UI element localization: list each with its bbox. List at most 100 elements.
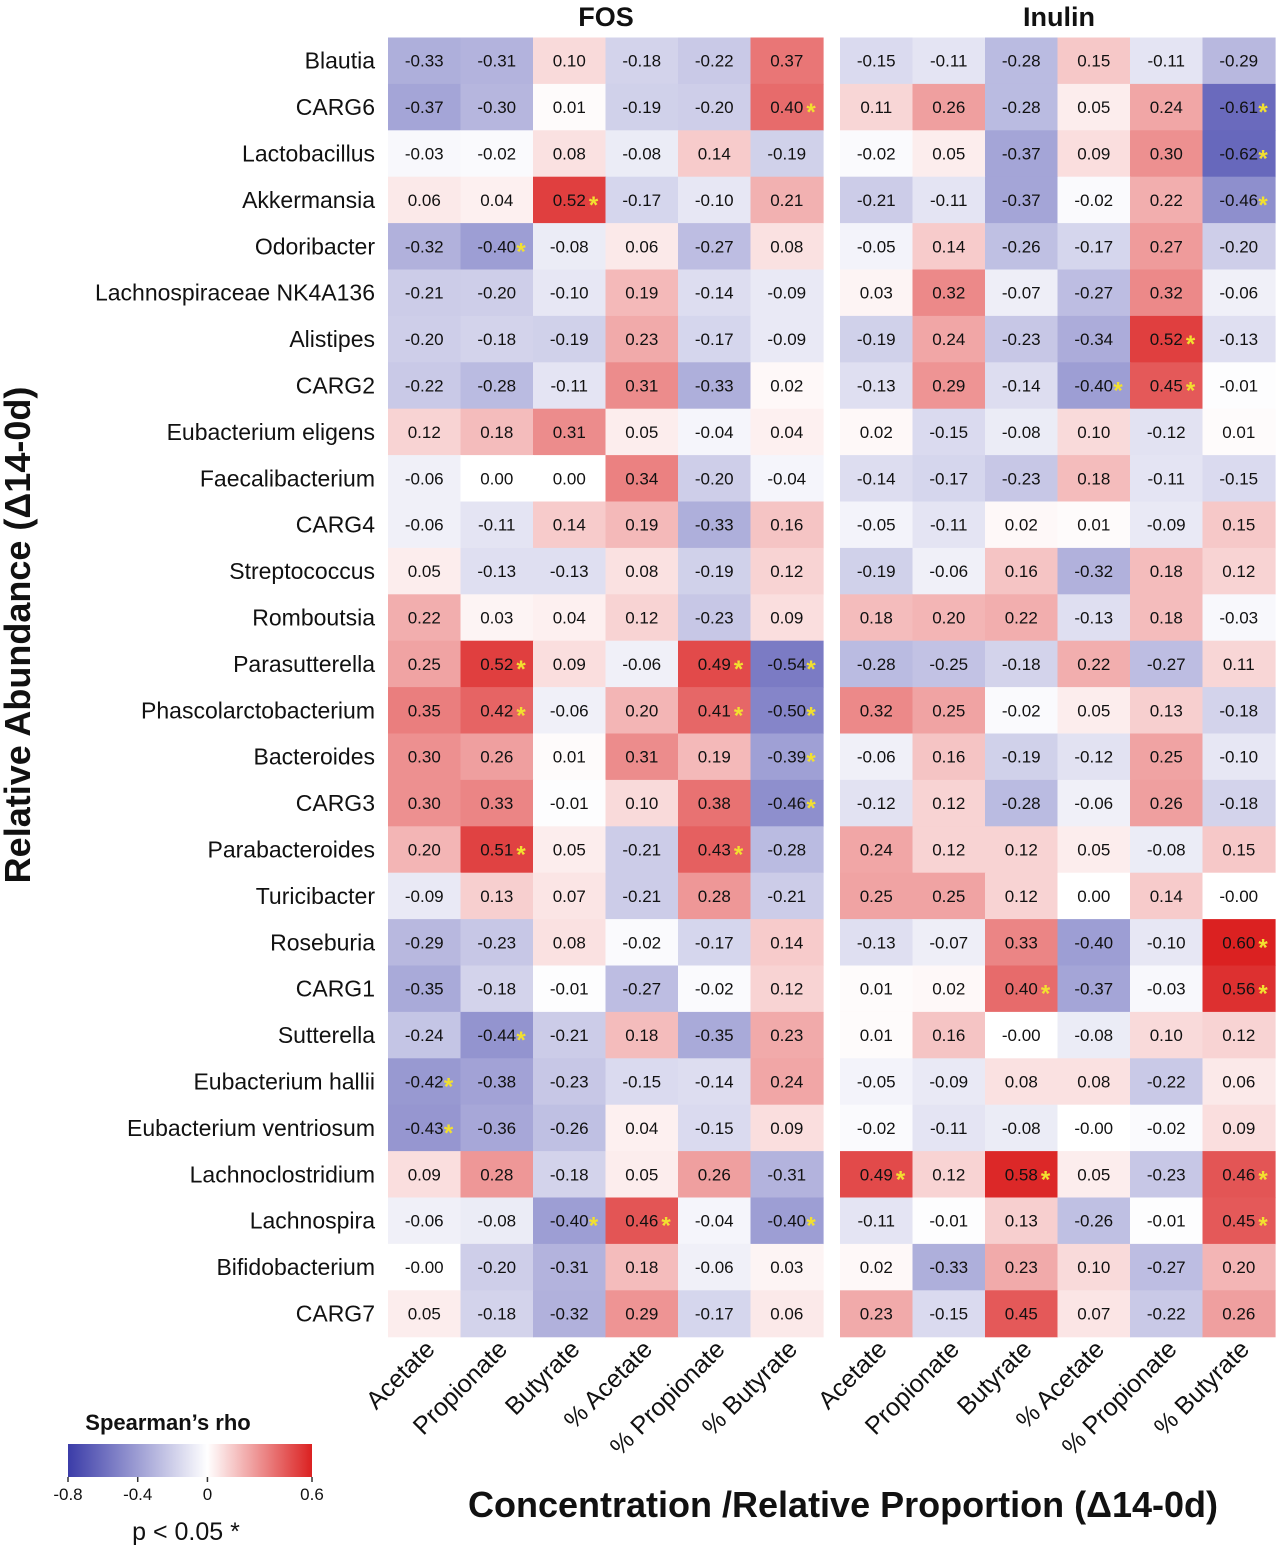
- cell-value-label: 0.26: [932, 98, 965, 117]
- cell-value-label: -0.40: [767, 1212, 806, 1231]
- cell-value-label: 0.12: [770, 562, 803, 581]
- cell-value-label: -0.39: [767, 748, 806, 767]
- cell-value-label: 0.05: [1077, 1165, 1110, 1184]
- cell-value-label: -0.10: [1147, 933, 1186, 952]
- heatmap-cell: [605, 919, 679, 967]
- cell-value-label: 0.26: [698, 1165, 731, 1184]
- cell-value-label: 0.23: [770, 1026, 803, 1045]
- heatmap-cell: [750, 872, 824, 920]
- significance-star: *: [1258, 1213, 1268, 1240]
- cell-value-label: 0.29: [625, 1305, 658, 1324]
- cell-value-label: -0.09: [405, 887, 444, 906]
- heatmap-cell: [605, 1104, 679, 1152]
- heatmap-cell: [840, 919, 914, 967]
- heatmap-cell: [1130, 269, 1204, 317]
- cell-value-label: 0.00: [553, 469, 586, 488]
- cell-value-label: -0.06: [929, 562, 968, 581]
- cell-value-label: 0.29: [932, 377, 965, 396]
- heatmap-cell: [912, 640, 986, 688]
- heatmap-cell: [1130, 640, 1204, 688]
- cell-value-label: -0.36: [477, 1119, 516, 1138]
- heatmap-cell: [1057, 37, 1131, 85]
- cell-value-label: -0.18: [550, 1165, 589, 1184]
- cell-value-label: 0.14: [553, 516, 586, 535]
- heatmap-cell: [1202, 37, 1276, 85]
- heatmap-cell: [840, 687, 914, 735]
- heatmap-cell: [912, 130, 986, 178]
- heatmap-cell: [460, 919, 534, 967]
- cell-value-label: 0.40: [1005, 980, 1038, 999]
- heatmap-cell: [460, 83, 534, 131]
- heatmap-cell: [605, 362, 679, 410]
- heatmap-cell: [912, 919, 986, 967]
- cell-value-label: 0.45: [1222, 1212, 1255, 1231]
- heatmap-cell: [605, 1151, 679, 1199]
- heatmap-cell: [678, 640, 752, 688]
- heatmap-cell: [388, 1011, 462, 1059]
- heatmap-cell: [985, 687, 1059, 735]
- heatmap-cell: [388, 687, 462, 735]
- cell-value-label: 0.08: [770, 237, 803, 256]
- cell-value-label: -0.28: [1002, 52, 1041, 71]
- heatmap-cell: [460, 1243, 534, 1291]
- heatmap-cell: [750, 176, 824, 224]
- heatmap-cell: [1202, 408, 1276, 456]
- cell-value-label: 0.12: [932, 794, 965, 813]
- cell-value-label: -0.20: [477, 284, 516, 303]
- heatmap-cell: [460, 362, 534, 410]
- heatmap-cell: [388, 872, 462, 920]
- cell-value-label: 0.22: [1005, 609, 1038, 628]
- heatmap-cell: [1130, 733, 1204, 781]
- cell-value-label: -0.40: [1074, 933, 1113, 952]
- cell-value-label: 0.10: [1077, 423, 1110, 442]
- heatmap-cell: [388, 779, 462, 827]
- cell-value-label: 0.16: [932, 1026, 965, 1045]
- cell-value-label: 0.21: [770, 191, 803, 210]
- heatmap-cell: [840, 1058, 914, 1106]
- heatmap-cell: [1202, 1151, 1276, 1199]
- legend-tick-label: -0.4: [123, 1485, 152, 1504]
- heatmap-cell: [1057, 1011, 1131, 1059]
- heatmap-cell: [985, 501, 1059, 549]
- heatmap-cell: [1057, 594, 1131, 642]
- heatmap-cell: [605, 408, 679, 456]
- cell-value-label: 0.08: [625, 562, 658, 581]
- cell-value-label: 0.28: [480, 1165, 513, 1184]
- heatmap-cell: [1130, 362, 1204, 410]
- heatmap-cell: [985, 733, 1059, 781]
- cell-value-label: -0.42: [405, 1073, 444, 1092]
- heatmap-cell: [1130, 826, 1204, 874]
- heatmap-cell: [388, 83, 462, 131]
- cell-value-label: -0.22: [695, 52, 734, 71]
- heatmap-cell: [460, 779, 534, 827]
- heatmap-cell: [678, 37, 752, 85]
- heatmap-cell: [460, 130, 534, 178]
- cell-value-label: 0.03: [480, 609, 513, 628]
- row-label: Akkermansia: [242, 187, 375, 213]
- heatmap-cell: [678, 362, 752, 410]
- cell-value-label: 0.22: [1077, 655, 1110, 674]
- cell-value-label: 0.20: [408, 841, 441, 860]
- heatmap-cell: [750, 779, 824, 827]
- cell-value-label: -0.23: [1002, 469, 1041, 488]
- heatmap-cell: [678, 872, 752, 920]
- significance-star: *: [589, 192, 599, 219]
- cell-value-label: -0.40: [477, 237, 516, 256]
- cell-value-label: 0.05: [1077, 701, 1110, 720]
- heatmap-cell: [388, 408, 462, 456]
- heatmap-cell: [750, 640, 824, 688]
- heatmap-cell: [1130, 1058, 1204, 1106]
- cell-value-label: -0.07: [1002, 284, 1041, 303]
- cell-value-label: -0.40: [550, 1212, 589, 1231]
- heatmap-cell: [912, 269, 986, 317]
- row-label: Lactobacillus: [242, 141, 375, 167]
- heatmap-cell: [750, 1151, 824, 1199]
- cell-value-label: -0.61: [1219, 98, 1258, 117]
- heatmap-cell: [912, 826, 986, 874]
- heatmap-cell: [1057, 223, 1131, 271]
- heatmap-cell: [605, 501, 679, 549]
- cell-value-label: -0.09: [767, 284, 806, 303]
- cell-value-label: -0.11: [478, 516, 516, 535]
- cell-value-label: -0.28: [857, 655, 896, 674]
